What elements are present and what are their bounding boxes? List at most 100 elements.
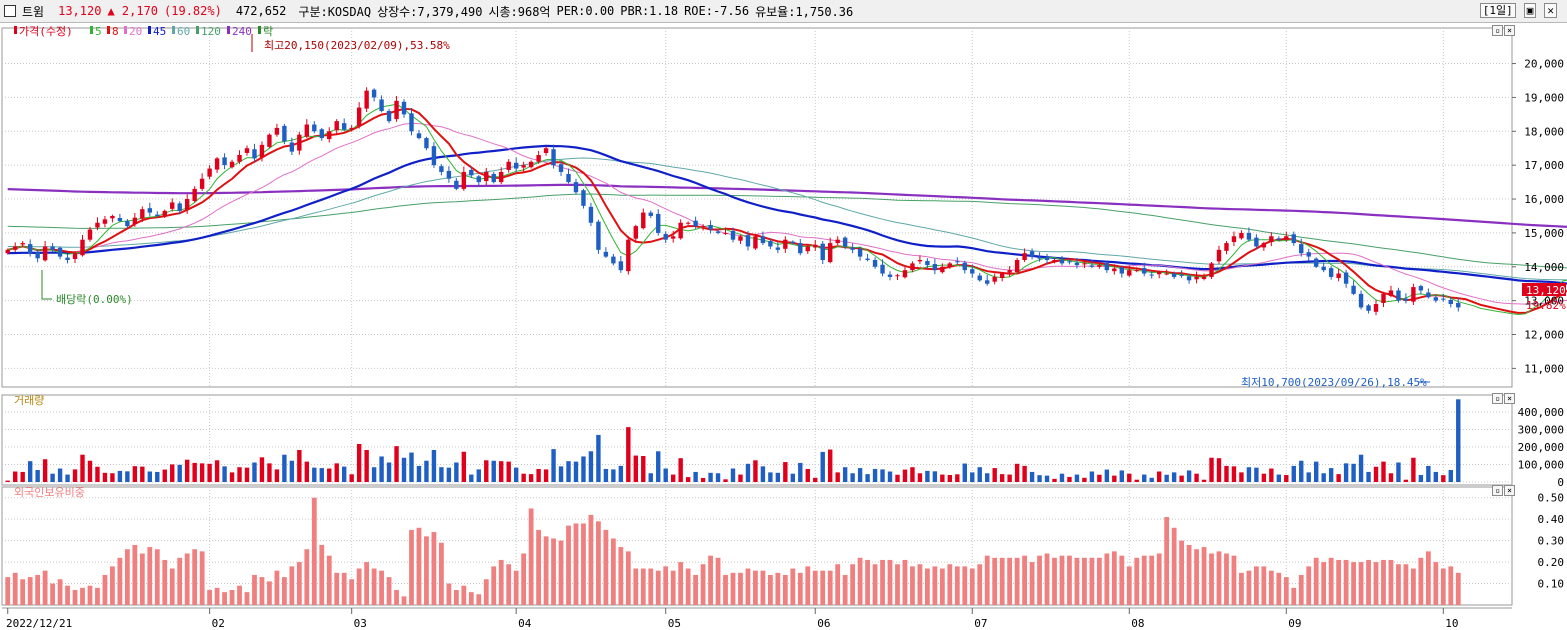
candle-down [1358,293,1364,308]
foreign-bar [491,566,497,605]
candle-down [1396,290,1401,301]
volume-bar [1149,477,1154,482]
foreign-bar [1104,553,1110,605]
pane-max-icon[interactable]: ▫ [1492,25,1503,36]
foreign-bar [558,540,564,605]
candle-up [828,243,833,263]
volume-bar [192,462,197,482]
candle-down [1067,261,1072,263]
volume-bar [57,468,63,482]
candle-down [618,261,624,271]
volume-bar [566,461,571,482]
candle-down [648,212,653,216]
candle-up [356,107,362,126]
volume-bar [1336,474,1341,482]
stock-name[interactable]: 트윔 [22,4,45,19]
foreign-bar [992,557,998,605]
maximize-icon[interactable]: ▣ [1523,3,1537,18]
volume-bar [738,474,743,482]
pane-max-icon[interactable]: ▫ [1492,485,1503,496]
period-selector[interactable]: [1일] [1479,3,1516,18]
foreign-bar [267,581,272,605]
pbr-value: PBR:1.18 [620,4,679,18]
candle-down [35,252,40,259]
foreign-bar [925,568,930,605]
foreign-bar [1313,557,1319,605]
current-price-tag-label: 13,120 [1526,284,1566,297]
volume-bar [312,467,317,482]
volume-bar [431,449,437,482]
volume-bar [1104,469,1110,482]
volume-bar [1373,466,1379,482]
volume-bar [1314,461,1319,482]
checkbox-icon[interactable] [4,5,16,17]
price-pane-controls[interactable]: ▫ × [1492,25,1515,36]
volume-bar [813,477,818,482]
volume-bar [1284,475,1289,482]
foreign-bar [872,564,878,605]
stock-chart[interactable]: 11,000 12,000 13,000 14,000 15,000 16,000 17,0… [0,22,1567,630]
volume-pane-controls[interactable]: ▫ × [1492,393,1515,404]
pane-close-icon[interactable]: × [1504,393,1515,404]
candle-up [528,161,534,168]
candle-up [947,263,953,267]
volume-bar [102,472,108,482]
ma8-line [7,107,1567,314]
volume-bar [768,472,773,482]
legend-label: 락 [263,25,273,38]
foreign-bar [1059,555,1065,605]
foreign-bar [596,521,601,605]
candle-down [745,235,751,247]
foreign-bar [753,570,758,605]
candle-down [386,110,392,122]
volume-bar [663,468,668,482]
current-pct-tag-label: 19.82% [1526,299,1566,312]
volume-value: 472,652 [235,4,287,18]
candle-up [274,127,280,135]
foreign-bar [1403,564,1409,605]
volume-bar [491,460,496,482]
candle-up [910,263,915,271]
candle-down [1186,276,1192,281]
foreign-bar [588,514,594,605]
listed-shares: 상장수:7,379,490 [377,4,483,19]
candle-up [87,229,93,240]
candle-down [581,190,586,206]
pane-max-icon[interactable]: ▫ [1492,393,1503,404]
foreign-pane-controls[interactable]: ▫ × [1492,485,1515,496]
candle-down [566,173,571,183]
candle-down [1366,305,1371,311]
foreign-bar [1194,549,1199,605]
volume-bar [237,467,242,482]
market-cap: 시총:968억 [488,4,551,19]
candle-up [1097,265,1102,267]
foreign-bar [543,536,549,605]
volume-bar [1433,471,1439,482]
volume-bar [678,458,683,482]
volume-bar [401,457,407,482]
volume-bar [1097,474,1102,482]
foreign-bar [177,557,183,605]
candle-down [962,262,967,271]
foreign-bar [745,568,751,605]
foreign-bar [1126,566,1132,605]
volume-bar [334,463,339,482]
price-pane-frame [1,27,1513,388]
foreign-bar [20,579,26,605]
candle-up [499,171,504,183]
candle-down [842,237,848,247]
foreign-bar [1029,562,1035,605]
foreign-tick-label: 0.20 [1538,556,1565,569]
candle-down [775,247,781,250]
candle-up [1134,270,1139,272]
pane-close-icon[interactable]: × [1504,25,1515,36]
foreign-tick-label: 0.50 [1538,492,1565,505]
pane-close-icon[interactable]: × [1504,485,1515,496]
x-tick-label: 2022/12/21 [6,617,72,630]
volume-bar [1276,474,1282,482]
volume-bar [282,454,287,482]
close-icon[interactable]: ✕ [1544,3,1557,18]
volume-bar [50,473,55,482]
volume-bar [536,468,541,482]
volume-bar [1171,472,1177,482]
